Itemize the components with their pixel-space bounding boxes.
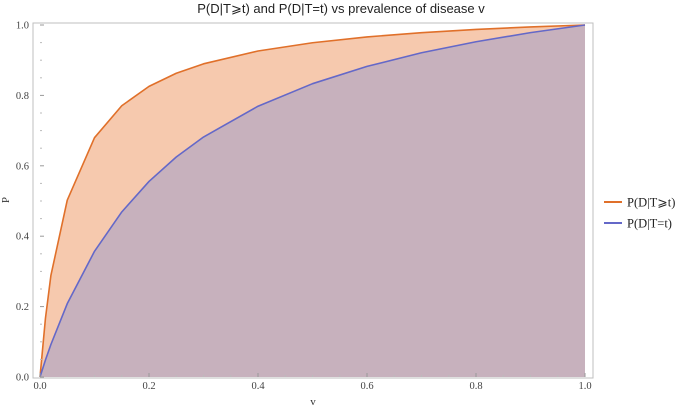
x-axis-label: v (310, 396, 316, 407)
legend-label: P(D|T⩾t) (627, 196, 675, 210)
legend-label: P(D|T=t) (627, 217, 672, 231)
area-fills (40, 25, 585, 377)
x-tick-label: 0.0 (33, 381, 46, 392)
y-tick-label: 0.2 (16, 302, 29, 313)
y-tick-label: 1.0 (16, 21, 29, 32)
series-lines (39, 24, 586, 378)
plot-frame (32, 22, 594, 379)
x-axis-ticks: 0.0 0.2 0.4 0.6 0.8 1.0 (33, 373, 592, 392)
x-tick-label: 0.8 (469, 381, 482, 392)
legend: P(D|T⩾t) P(D|T=t) (604, 196, 675, 231)
x-tick-label: 0.2 (142, 381, 155, 392)
y-tick-label: 0.0 (16, 373, 29, 384)
y-axis-label: P (0, 197, 12, 203)
chart-title: P(D|T⩾t) and P(D|T=t) vs prevalence of d… (197, 1, 485, 16)
x-tick-label: 0.6 (360, 381, 373, 392)
y-tick-label: 0.4 (16, 232, 30, 243)
x-tick-label: 1.0 (578, 381, 591, 392)
x-tick-label: 0.4 (251, 381, 265, 392)
series-2-area (40, 25, 585, 377)
y-tick-label: 0.8 (16, 91, 29, 102)
y-tick-label: 0.6 (16, 161, 29, 172)
y-axis-ticks: 0.0 0.2 0.4 0.6 0.8 1.0 (16, 21, 44, 384)
series-2-line (39, 24, 586, 378)
series-1-line (39, 24, 586, 378)
